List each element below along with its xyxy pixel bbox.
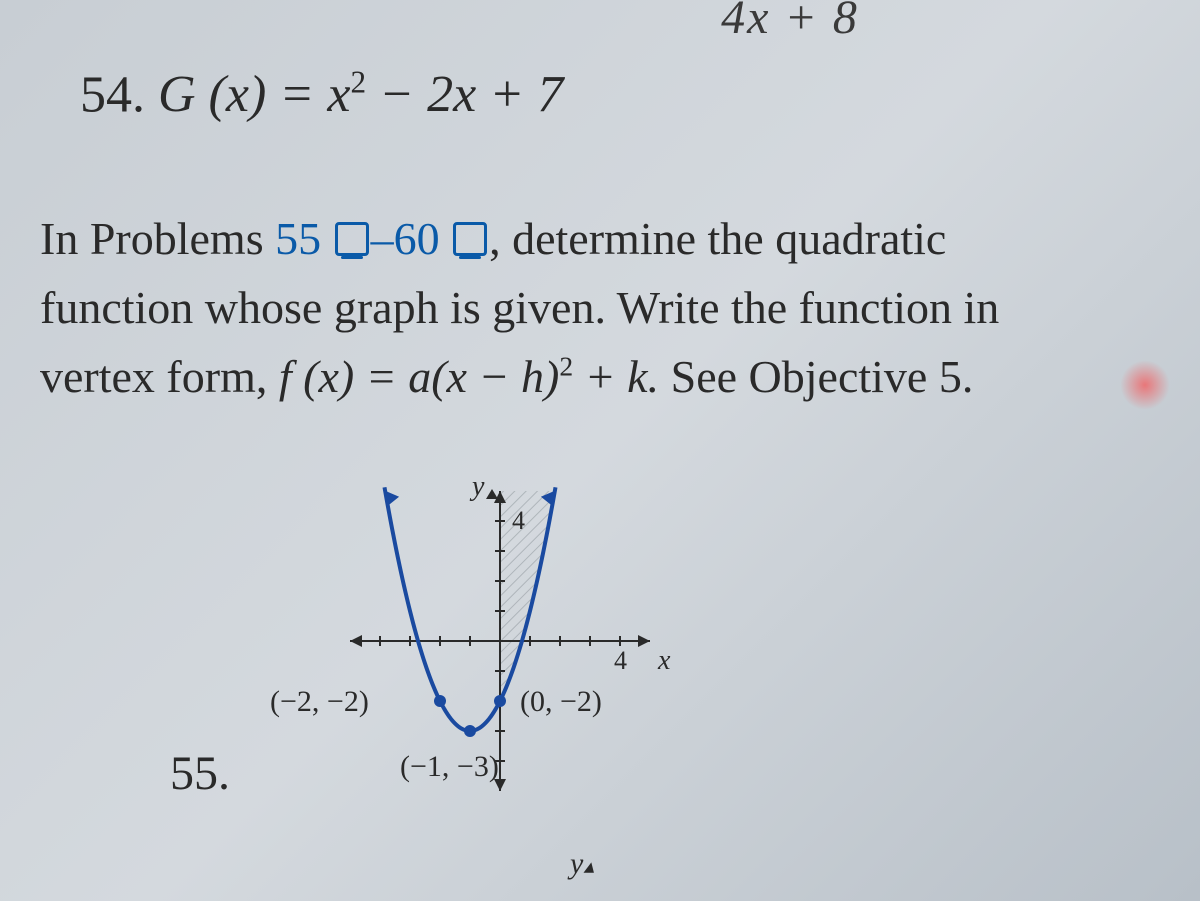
next-graph-y-label: y▴ [570, 847, 594, 881]
problem-54: 54. G (x) = x2 − 2x + 7 [80, 65, 1160, 124]
problem-54-number: 54. [80, 66, 145, 123]
problem-55-graph: 55. 44xy(−2, −2)(0, −2)(−1, −3) y▴ [260, 451, 860, 831]
instr-line2: function whose graph is given. Write the… [40, 282, 999, 333]
svg-text:4: 4 [614, 646, 627, 675]
laser-pointer-dot [1120, 360, 1170, 410]
problems-range[interactable]: 55 –60 [275, 213, 489, 264]
instr-pre: In Problems [40, 213, 275, 264]
link-icon [335, 222, 369, 256]
svg-text:4: 4 [512, 506, 525, 535]
svg-text:(0, −2): (0, −2) [520, 685, 602, 718]
svg-text:(−2, −2): (−2, −2) [270, 685, 369, 718]
instr-line3-post: See Objective 5. [671, 351, 974, 402]
svg-text:(−1, −3): (−1, −3) [400, 750, 499, 783]
svg-text:y: y [469, 471, 485, 502]
link-icon [453, 222, 487, 256]
problem-55-number: 55. [170, 746, 230, 801]
svg-text:x: x [657, 645, 671, 676]
instr-post1: , determine the quadratic [489, 213, 946, 264]
parabola-graph-svg: 4 4 x y (−2, −2) (0, −2) (−1, −3) [260, 451, 740, 811]
instr-line3-pre: vertex form, [40, 351, 279, 402]
fragment-prev-problem: 4x + 8 [420, 0, 1160, 45]
instructions-block: In Problems 55 –60 , determine the quadr… [40, 204, 1160, 411]
